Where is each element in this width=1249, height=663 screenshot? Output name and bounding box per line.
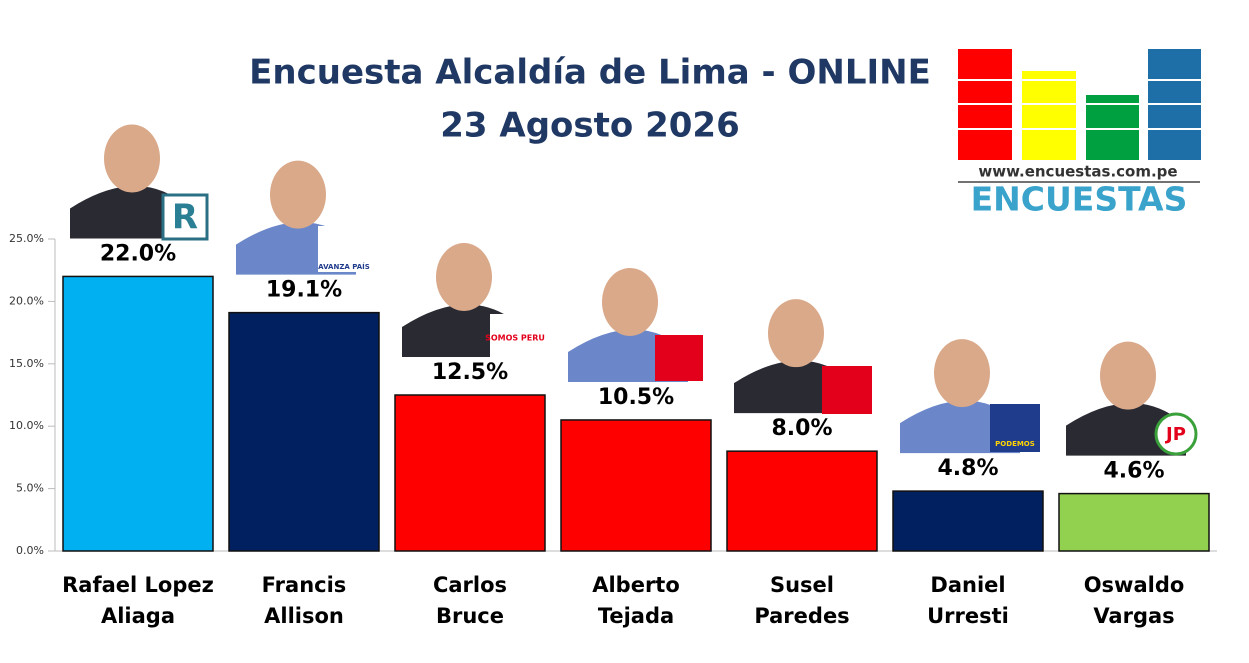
y-tick-label: 5.0% bbox=[16, 482, 44, 495]
photo-head bbox=[602, 267, 658, 336]
x-tick-label: Vargas bbox=[1093, 604, 1174, 628]
party-logos: R AVANZA PAÍS SOMOS PERU PODEMOS JP bbox=[161, 193, 1198, 456]
x-tick-label: Daniel bbox=[930, 573, 1005, 597]
value-label: 22.0% bbox=[100, 241, 176, 266]
party-logo-text: R bbox=[172, 198, 198, 238]
logo-name: ENCUESTAS bbox=[971, 180, 1188, 219]
y-tick-label: 15.0% bbox=[9, 357, 44, 370]
x-tick-label: Francis bbox=[262, 573, 347, 597]
party-logo bbox=[655, 335, 703, 381]
y-tick-label: 0.0% bbox=[16, 544, 44, 557]
logo-url: www.encuestas.com.pe bbox=[978, 163, 1177, 181]
party-logo bbox=[990, 404, 1040, 452]
photo-head bbox=[436, 243, 492, 311]
brand-logo: www.encuestas.com.pe ENCUESTAS bbox=[958, 49, 1201, 219]
bar bbox=[726, 450, 878, 552]
party-logo-text: PODEMOS bbox=[995, 440, 1035, 448]
x-tick-label: Tejada bbox=[598, 604, 674, 628]
x-tick-label: Rafael Lopez bbox=[62, 573, 214, 597]
logo-block bbox=[1022, 71, 1076, 160]
photo-head bbox=[270, 160, 326, 229]
y-tick-label: 10.0% bbox=[9, 419, 44, 432]
photo-body bbox=[1066, 403, 1186, 456]
y-tick-label: 20.0% bbox=[9, 294, 44, 307]
party-logo-text: SOMOS PERU bbox=[485, 334, 545, 343]
bar bbox=[560, 419, 712, 552]
value-label: 10.5% bbox=[598, 385, 674, 410]
bar bbox=[394, 394, 546, 552]
party-logo bbox=[822, 366, 872, 414]
x-tick-label: Urresti bbox=[927, 604, 1009, 628]
party-logo-text: JP bbox=[1164, 424, 1186, 445]
value-label: 8.0% bbox=[771, 416, 832, 441]
x-tick-label: Paredes bbox=[754, 604, 849, 628]
logo-stripes bbox=[958, 79, 1201, 130]
photo-head bbox=[934, 339, 990, 408]
photo-head bbox=[768, 299, 824, 368]
value-label: 12.5% bbox=[432, 360, 508, 385]
value-label: 19.1% bbox=[266, 278, 342, 303]
chart-title: Encuesta Alcaldía de Lima - ONLINE bbox=[249, 53, 931, 93]
x-tick-label: Bruce bbox=[436, 604, 504, 628]
party-logo bbox=[318, 226, 370, 272]
party-logo bbox=[161, 193, 209, 241]
logo-block bbox=[1086, 95, 1139, 160]
photo-head bbox=[104, 124, 160, 193]
x-tick-label: Aliaga bbox=[101, 604, 175, 628]
bar bbox=[228, 311, 380, 552]
photo-body bbox=[70, 185, 190, 239]
bar bbox=[62, 275, 214, 552]
x-tick-label: Oswaldo bbox=[1084, 573, 1185, 597]
party-logo bbox=[490, 314, 540, 358]
x-tick-label: Alberto bbox=[592, 573, 680, 597]
value-label: 4.8% bbox=[937, 456, 998, 481]
x-tick-label: Susel bbox=[770, 573, 834, 597]
bar bbox=[1058, 492, 1210, 552]
y-tick-label: 25.0% bbox=[9, 232, 44, 245]
bar bbox=[892, 490, 1044, 552]
party-logo-text: AVANZA PAÍS bbox=[318, 262, 370, 271]
value-label: 4.6% bbox=[1103, 459, 1164, 484]
photo-head bbox=[1100, 341, 1156, 410]
x-tick-label: Carlos bbox=[433, 573, 507, 597]
x-tick-label: Allison bbox=[264, 604, 344, 628]
party-logo bbox=[1154, 412, 1198, 456]
chart-subtitle: 23 Agosto 2026 bbox=[440, 106, 739, 146]
